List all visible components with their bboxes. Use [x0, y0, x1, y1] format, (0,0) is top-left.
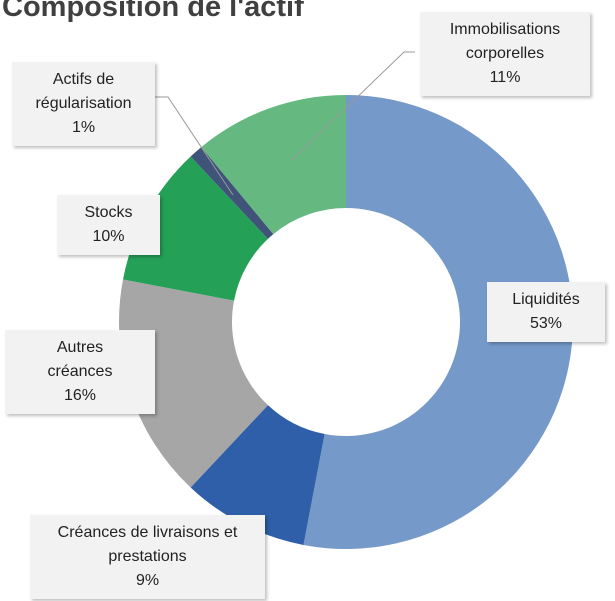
data-label: Immobilisations corporelles 11%	[420, 12, 590, 96]
category-label: Actifs de régularisation	[35, 71, 132, 112]
data-label: Créances de livraisons et prestations 9%	[30, 515, 265, 599]
value-label: 1%	[71, 119, 96, 136]
donut-slice	[303, 95, 574, 549]
category-label: Immobilisations corporelles	[449, 21, 561, 62]
category-label: Créances de livraisons et prestations	[57, 524, 238, 565]
value-label: 10%	[92, 228, 125, 245]
data-label: Stocks 10%	[57, 195, 160, 255]
donut-slice	[119, 279, 268, 488]
leader-line	[155, 96, 234, 196]
donut	[119, 95, 574, 549]
chart-title: Composition de l'actif	[2, 0, 304, 23]
value-label: 53%	[529, 315, 563, 332]
data-label: Autres créances 16%	[5, 330, 155, 414]
value-label: 16%	[63, 387, 97, 404]
donut-slice	[123, 156, 268, 301]
donut-slice	[190, 405, 325, 545]
leader-line	[291, 51, 415, 161]
value-label: 11%	[489, 69, 521, 86]
donut-slice	[201, 95, 346, 235]
value-label: 9%	[135, 572, 160, 589]
data-label: Liquidités 53%	[487, 282, 605, 342]
category-label: Autres créances	[47, 339, 113, 380]
category-label: Liquidités	[512, 291, 580, 308]
category-label: Stocks	[84, 204, 133, 221]
data-label: Actifs de régularisation 1%	[12, 62, 155, 146]
